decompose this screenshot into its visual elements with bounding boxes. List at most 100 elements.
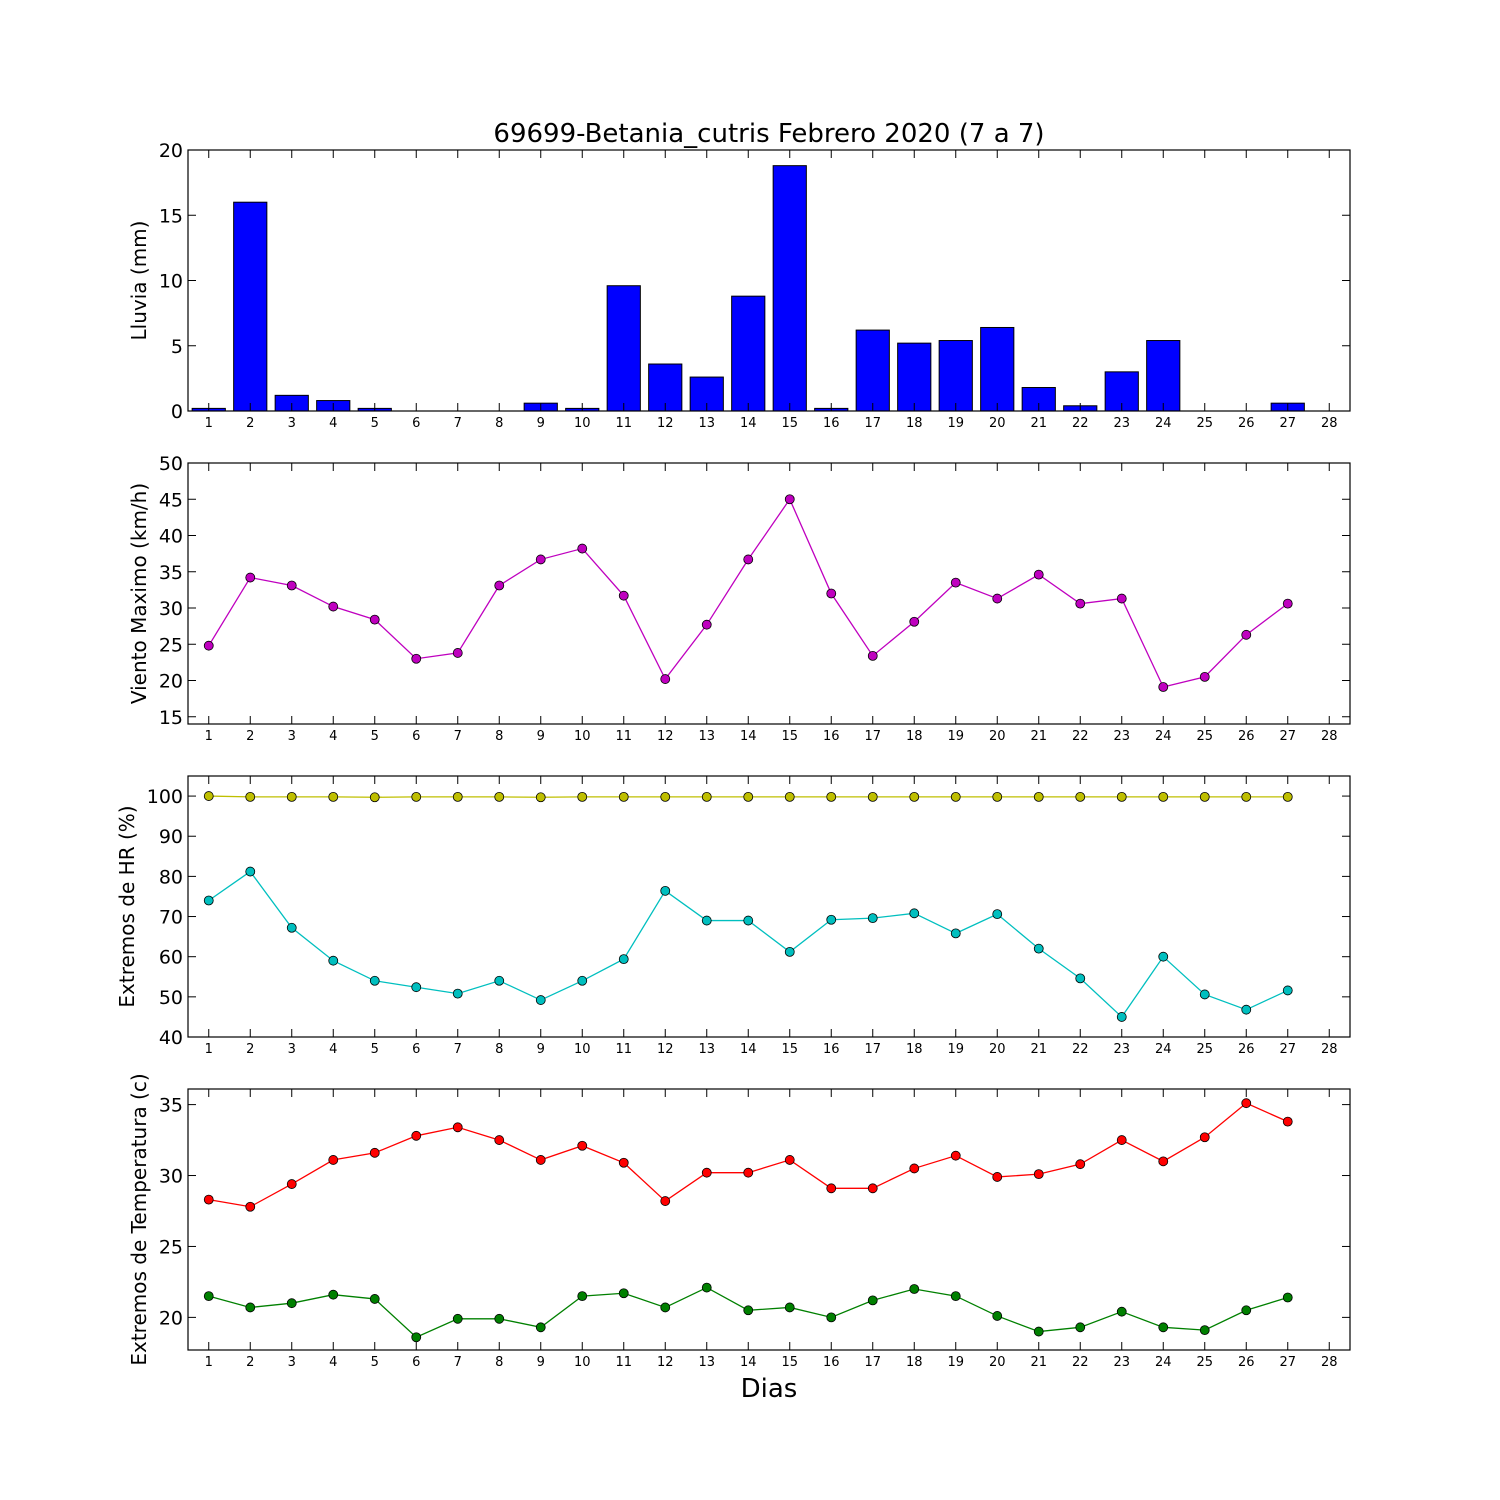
- wind-series-1-point: [245, 572, 256, 583]
- temperature-series-1-point: [411, 1130, 422, 1141]
- y-tick-label: 90: [159, 826, 183, 848]
- temperature-series-1-point: [245, 1201, 256, 1212]
- x-tick-label: 6: [412, 1042, 420, 1057]
- x-tick-label: 24: [1155, 729, 1172, 744]
- humidity-series-1-point: [950, 791, 961, 802]
- y-tick-label: 25: [159, 1236, 183, 1258]
- x-tick-label: 11: [615, 1355, 632, 1370]
- wind-axes-frame: [187, 462, 1351, 725]
- x-tick-label: 20: [989, 1355, 1006, 1370]
- wind-series-1-point: [660, 674, 671, 684]
- temperature-series-2-point: [867, 1295, 878, 1306]
- rain-y-axis-label: Lluvia (mm): [127, 221, 151, 341]
- x-tick-label: 8: [495, 1042, 503, 1057]
- humidity-series-2-point: [452, 988, 463, 999]
- humidity-series-1-point: [660, 791, 671, 802]
- wind-series-1-point: [1075, 598, 1086, 609]
- humidity-series-1-point: [1033, 791, 1044, 802]
- x-tick-label: 17: [864, 1355, 881, 1370]
- y-tick-label: 40: [159, 526, 183, 548]
- x-tick-label: 8: [495, 729, 503, 744]
- temperature-series-1-point: [784, 1155, 795, 1165]
- x-tick-label: 17: [864, 729, 881, 744]
- humidity-series-1-point: [1116, 791, 1127, 802]
- humidity-series-1-point: [203, 791, 214, 801]
- x-tick-label: 27: [1279, 1355, 1296, 1370]
- x-axis-label: Dias: [741, 1374, 798, 1404]
- humidity-series-1-point: [494, 791, 505, 802]
- x-tick-label: 14: [740, 1355, 757, 1370]
- temperature-series-2-point: [826, 1312, 837, 1323]
- x-tick-label: 25: [1196, 1355, 1213, 1370]
- humidity-y-axis-label: Extremos de HR (%): [115, 805, 139, 1007]
- x-tick-label: 18: [906, 1355, 923, 1370]
- humidity-series-2-point: [577, 975, 588, 986]
- temperature-series-2-point: [660, 1302, 671, 1313]
- humidity-series-1-point: [784, 791, 795, 802]
- x-tick-label: 17: [864, 1042, 881, 1057]
- temperature-series-2-point: [701, 1282, 712, 1293]
- x-tick-label: 6: [412, 416, 420, 431]
- wind-y-axis-label: Viento Maximo (km/h): [127, 483, 151, 704]
- x-tick-label: 4: [329, 1042, 337, 1057]
- x-tick-label: 23: [1113, 416, 1130, 431]
- temperature-series-1-point: [1158, 1156, 1169, 1167]
- x-tick-label: 14: [740, 729, 757, 744]
- x-tick-label: 13: [698, 1042, 715, 1057]
- humidity-series-2-point: [867, 913, 878, 924]
- wind-series-1-point: [701, 619, 712, 630]
- x-tick-label: 25: [1196, 729, 1213, 744]
- x-tick-label: 18: [906, 729, 923, 744]
- x-tick-label: 12: [657, 1355, 674, 1370]
- x-tick-label: 18: [906, 416, 923, 431]
- temperature-series-1-point: [1199, 1132, 1210, 1143]
- x-tick-label: 26: [1238, 729, 1255, 744]
- wind-series-1-point: [286, 580, 297, 591]
- wind-series-1-point: [577, 543, 588, 554]
- temperature-series-1-point: [743, 1167, 754, 1178]
- temperature-series-1-point: [535, 1155, 546, 1165]
- x-tick-label: 3: [288, 416, 296, 431]
- y-tick-label: 15: [159, 707, 183, 729]
- humidity-series-1-point: [411, 791, 422, 802]
- y-tick-label: 70: [159, 907, 183, 929]
- humidity-series-2-point: [618, 954, 629, 964]
- x-tick-label: 13: [698, 1355, 715, 1370]
- x-tick-label: 1: [205, 1042, 213, 1057]
- x-tick-label: 2: [246, 1042, 254, 1057]
- temperature-series-2-point: [992, 1311, 1003, 1321]
- x-tick-label: 25: [1196, 416, 1213, 431]
- temperature-series-1-point: [1241, 1098, 1252, 1109]
- x-tick-label: 26: [1238, 416, 1255, 431]
- x-tick-label: 27: [1279, 416, 1296, 431]
- wind-series-1-point: [411, 653, 422, 664]
- bar-day-17: [855, 329, 890, 411]
- y-tick-label: 80: [159, 866, 183, 888]
- wind-series-1-point: [1158, 682, 1169, 692]
- x-tick-label: 22: [1072, 416, 1089, 431]
- humidity-series-2-point: [1158, 951, 1169, 962]
- humidity-series-2-point: [784, 946, 795, 957]
- wind-series-1-point: [535, 554, 546, 565]
- y-tick-label: 100: [147, 786, 183, 808]
- x-tick-label: 10: [574, 1042, 591, 1057]
- x-tick-label: 19: [947, 1042, 964, 1057]
- x-tick-label: 23: [1113, 729, 1130, 744]
- temperature-series-2-point: [1199, 1325, 1210, 1336]
- x-tick-label: 26: [1238, 1042, 1255, 1057]
- x-tick-label: 4: [329, 1355, 337, 1370]
- x-tick-label: 24: [1155, 1355, 1172, 1370]
- y-tick-label: 30: [159, 598, 183, 620]
- humidity-series-1-point: [535, 792, 546, 803]
- wind-series-1-point: [867, 650, 878, 661]
- temperature-series-1-point: [494, 1135, 505, 1145]
- y-tick-label: 10: [159, 271, 183, 293]
- x-tick-label: 5: [371, 416, 379, 431]
- temperature-series-2-point: [950, 1291, 961, 1301]
- x-tick-label: 27: [1279, 1042, 1296, 1057]
- x-tick-label: 22: [1072, 1042, 1089, 1057]
- temperature-series-2-point: [1158, 1322, 1169, 1333]
